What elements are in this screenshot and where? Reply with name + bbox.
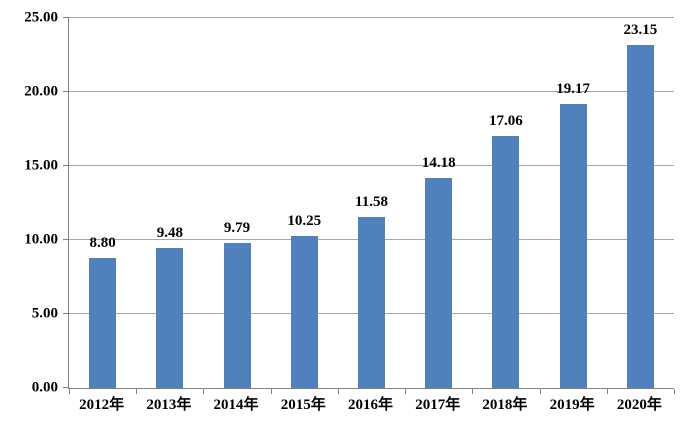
plot-area: 8.80 9.48 9.79 10.25 11.58 14.18 17.06 19.17 23.… [63,17,675,394]
y-axis-tick [63,165,69,166]
x-axis-tick [69,389,70,394]
y-axis-tick [63,239,69,240]
x-axis-tick [337,389,339,394]
x-axis-tick [539,389,541,394]
y-axis-tick-label: 15.00 [24,157,58,174]
bar-group: 9.48 [136,224,203,388]
x-axis-tick [405,389,407,394]
bar-value-label: 10.25 [287,213,322,230]
y-axis-tick [63,387,69,388]
bar [290,236,318,388]
x-axis-tick [203,389,205,394]
x-axis-category-label: 2014年 [213,397,259,413]
bars-container: 8.80 9.48 9.79 10.25 11.58 14.18 17.06 19.17 23.… [69,18,674,388]
x-axis-tick [136,389,138,394]
bar-value-label: 9.79 [223,220,251,237]
bar [492,135,520,388]
y-axis-tick-label: 20.00 [24,83,58,100]
bar-value-label: 23.15 [623,22,658,39]
x-axis-category-label: 2019年 [549,397,595,413]
bar [357,216,385,388]
gridline [69,165,674,166]
bar [559,104,587,388]
y-axis-tick-label: 5.00 [31,305,58,322]
x-axis-category-label: 2015年 [280,397,326,413]
x-axis-labels: 2012年 2013年 2014年 2015年 2016年 2017年 2018年 2019年… [68,393,673,413]
bar-value-label: 8.80 [89,234,116,251]
y-axis-tick-label: 25.00 [24,9,58,26]
bar-value-label: 11.58 [355,193,388,210]
y-axis-tick [63,17,69,18]
bar-group: 9.79 [203,221,270,388]
bar [626,45,654,388]
x-axis-category-label: 2020年 [616,397,662,413]
y-axis-tick-label: 0.00 [31,379,58,396]
x-axis-category-label: 2016年 [347,397,393,413]
bar-group: 14.18 [405,156,472,388]
x-axis-tick [472,389,474,394]
bar-value-label: 17.06 [489,112,523,129]
x-axis-category-label: 2017年 [415,397,461,413]
bar-group: 23.15 [607,23,674,388]
bar [156,247,184,388]
bar-group: 10.25 [271,214,338,388]
x-axis-category-label: 2013年 [146,397,192,413]
bar-group: 8.80 [69,234,136,388]
x-axis-tick [606,389,608,394]
bar [89,257,117,388]
bar-group: 11.58 [338,193,405,388]
x-axis-tick [674,389,675,394]
bar-group: 17.06 [472,112,539,388]
bar-group: 19.17 [540,82,607,388]
y-axis-tick [63,91,69,92]
bar [425,178,453,388]
y-axis-labels: 0.00 5.00 10.00 15.00 20.00 25.00 [0,10,58,395]
gridline [69,17,674,18]
bar-value-label: 9.48 [156,224,183,241]
x-axis-category-label: 2012年 [79,397,125,413]
gridline [69,91,674,92]
x-axis-tick [270,389,272,394]
bar [223,243,251,388]
y-axis-tick [63,313,69,314]
bar-value-label: 19.17 [556,81,591,98]
y-axis-tick-label: 10.00 [24,231,58,248]
x-axis-category-label: 2018年 [482,397,528,413]
bar-value-label: 14.18 [421,155,456,172]
